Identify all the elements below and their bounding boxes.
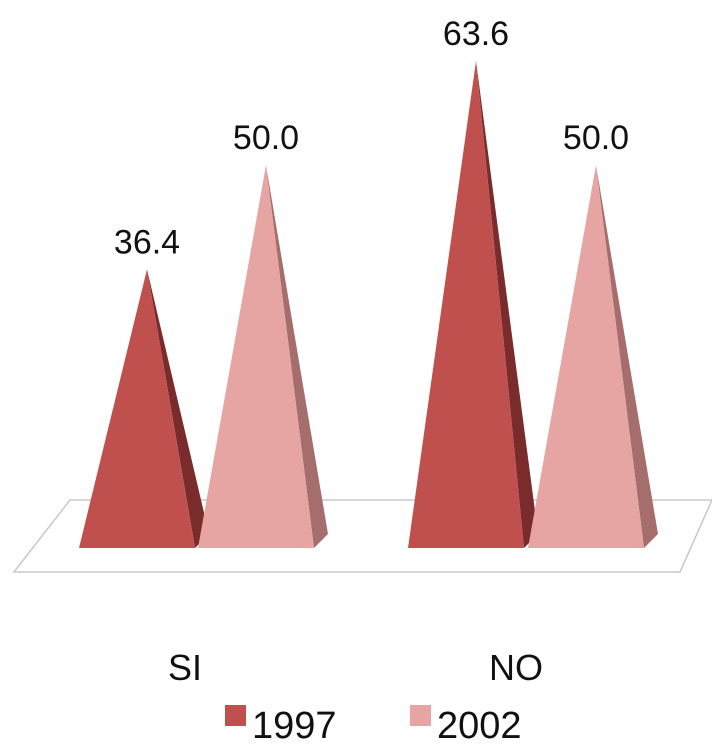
legend-label-2002: 2002 [437,705,522,746]
legend-swatch-1997 [225,705,246,726]
pyramid-side-no-2002 [596,165,658,548]
category-labels: SI NO [168,647,543,688]
pyramid-side-si-2002 [266,165,328,548]
legend-swatch-2002 [410,705,431,726]
data-label-no-1997: 63.6 [443,15,509,53]
category-label-si: SI [168,647,202,688]
pyramid-marks [79,61,658,548]
pyramid-si-2002 [198,165,314,548]
data-label-si-2002: 50.0 [233,119,299,157]
pyramid-no-2002 [528,165,644,548]
data-label-si-1997: 36.4 [114,223,180,261]
data-label-no-2002: 50.0 [563,119,629,157]
pyramid-side-si-1997 [147,269,209,548]
data-labels: 36.4 50.0 63.6 50.0 [114,15,629,261]
pyramid-si-1997 [79,269,195,548]
legend-label-1997: 1997 [252,705,337,746]
legend: 1997 2002 [225,705,522,746]
category-label-no: NO [489,647,543,688]
pyramid-no-1997 [408,61,524,548]
pyramid-side-no-1997 [476,61,538,548]
